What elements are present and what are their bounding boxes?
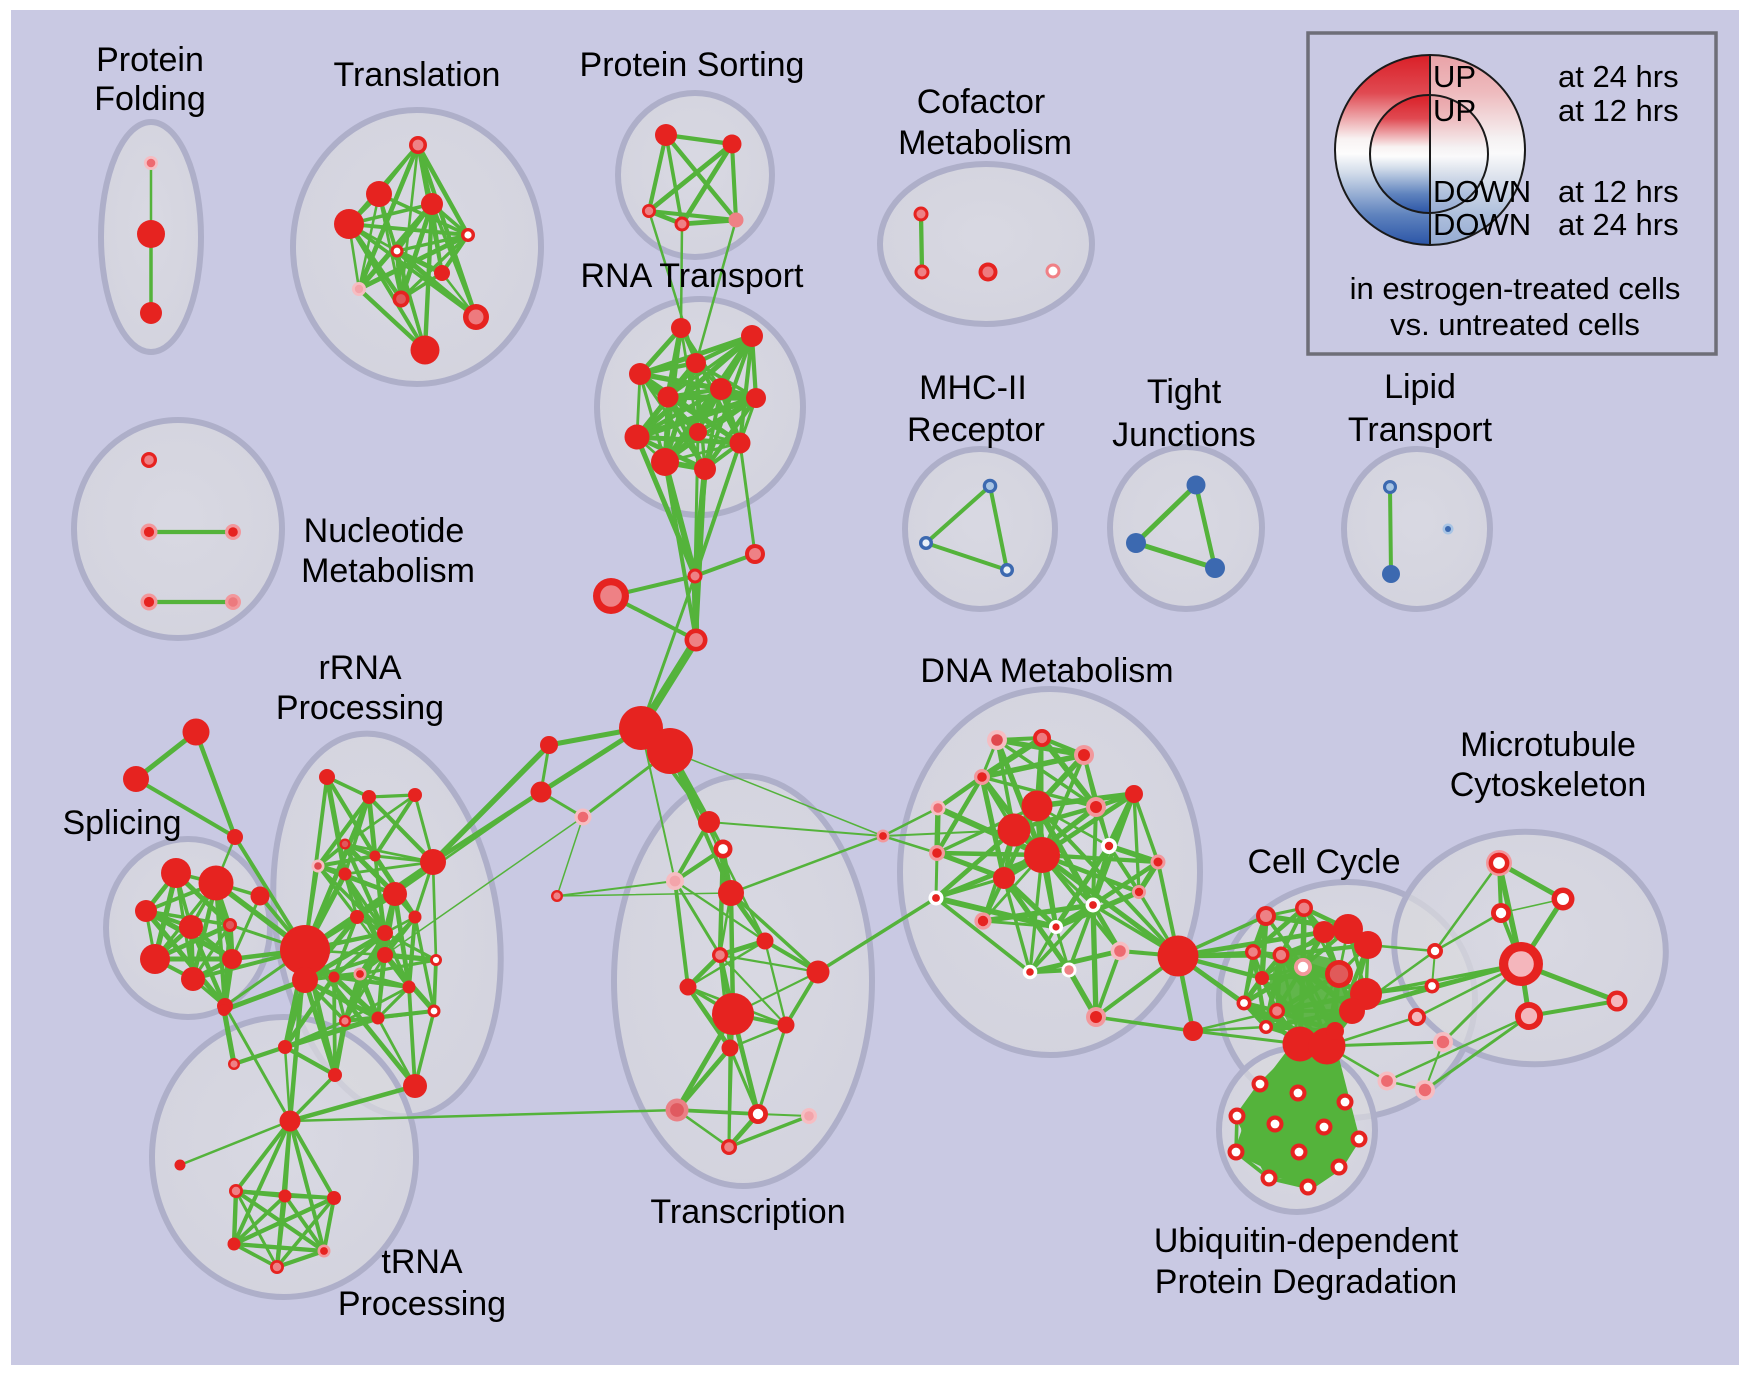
svg-text:Folding: Folding: [94, 80, 206, 118]
svg-text:tRNA: tRNA: [381, 1243, 463, 1281]
svg-text:Cofactor: Cofactor: [917, 83, 1046, 121]
svg-text:Ubiquitin-dependent: Ubiquitin-dependent: [1154, 1222, 1459, 1260]
svg-text:Nucleotide: Nucleotide: [304, 512, 465, 550]
svg-text:Tight: Tight: [1147, 373, 1222, 411]
svg-text:in estrogen-treated cells: in estrogen-treated cells: [1350, 271, 1681, 306]
svg-text:at 24 hrs: at 24 hrs: [1558, 207, 1679, 242]
svg-text:rRNA: rRNA: [318, 649, 401, 687]
svg-text:Microtubule: Microtubule: [1460, 726, 1636, 764]
svg-text:Translation: Translation: [334, 56, 501, 94]
svg-text:Cell Cycle: Cell Cycle: [1247, 843, 1400, 881]
svg-text:UP: UP: [1433, 59, 1476, 94]
svg-text:Protein: Protein: [96, 41, 204, 79]
svg-text:Metabolism: Metabolism: [301, 552, 475, 590]
svg-text:RNA Transport: RNA Transport: [581, 257, 805, 295]
svg-text:at 12 hrs: at 12 hrs: [1558, 93, 1679, 128]
svg-text:Protein Degradation: Protein Degradation: [1155, 1263, 1457, 1301]
svg-text:Protein Sorting: Protein Sorting: [580, 46, 805, 84]
svg-text:Processing: Processing: [338, 1285, 506, 1323]
svg-text:Cytoskeleton: Cytoskeleton: [1450, 766, 1647, 804]
svg-text:Transport: Transport: [1348, 411, 1493, 449]
svg-text:UP: UP: [1433, 93, 1476, 128]
svg-text:Processing: Processing: [276, 689, 444, 727]
svg-text:at 24 hrs: at 24 hrs: [1558, 59, 1679, 94]
svg-text:MHC-II: MHC-II: [919, 369, 1027, 407]
svg-text:DNA Metabolism: DNA Metabolism: [920, 652, 1173, 690]
svg-text:Lipid: Lipid: [1384, 368, 1456, 406]
svg-text:DOWN: DOWN: [1433, 174, 1531, 209]
svg-text:at 12 hrs: at 12 hrs: [1558, 174, 1679, 209]
svg-text:Receptor: Receptor: [907, 411, 1045, 449]
svg-text:Transcription: Transcription: [650, 1193, 845, 1231]
svg-text:DOWN: DOWN: [1433, 207, 1531, 242]
svg-text:Metabolism: Metabolism: [898, 124, 1072, 162]
svg-text:Junctions: Junctions: [1112, 416, 1256, 454]
svg-text:vs. untreated cells: vs. untreated cells: [1390, 307, 1640, 342]
svg-text:Splicing: Splicing: [62, 804, 181, 842]
